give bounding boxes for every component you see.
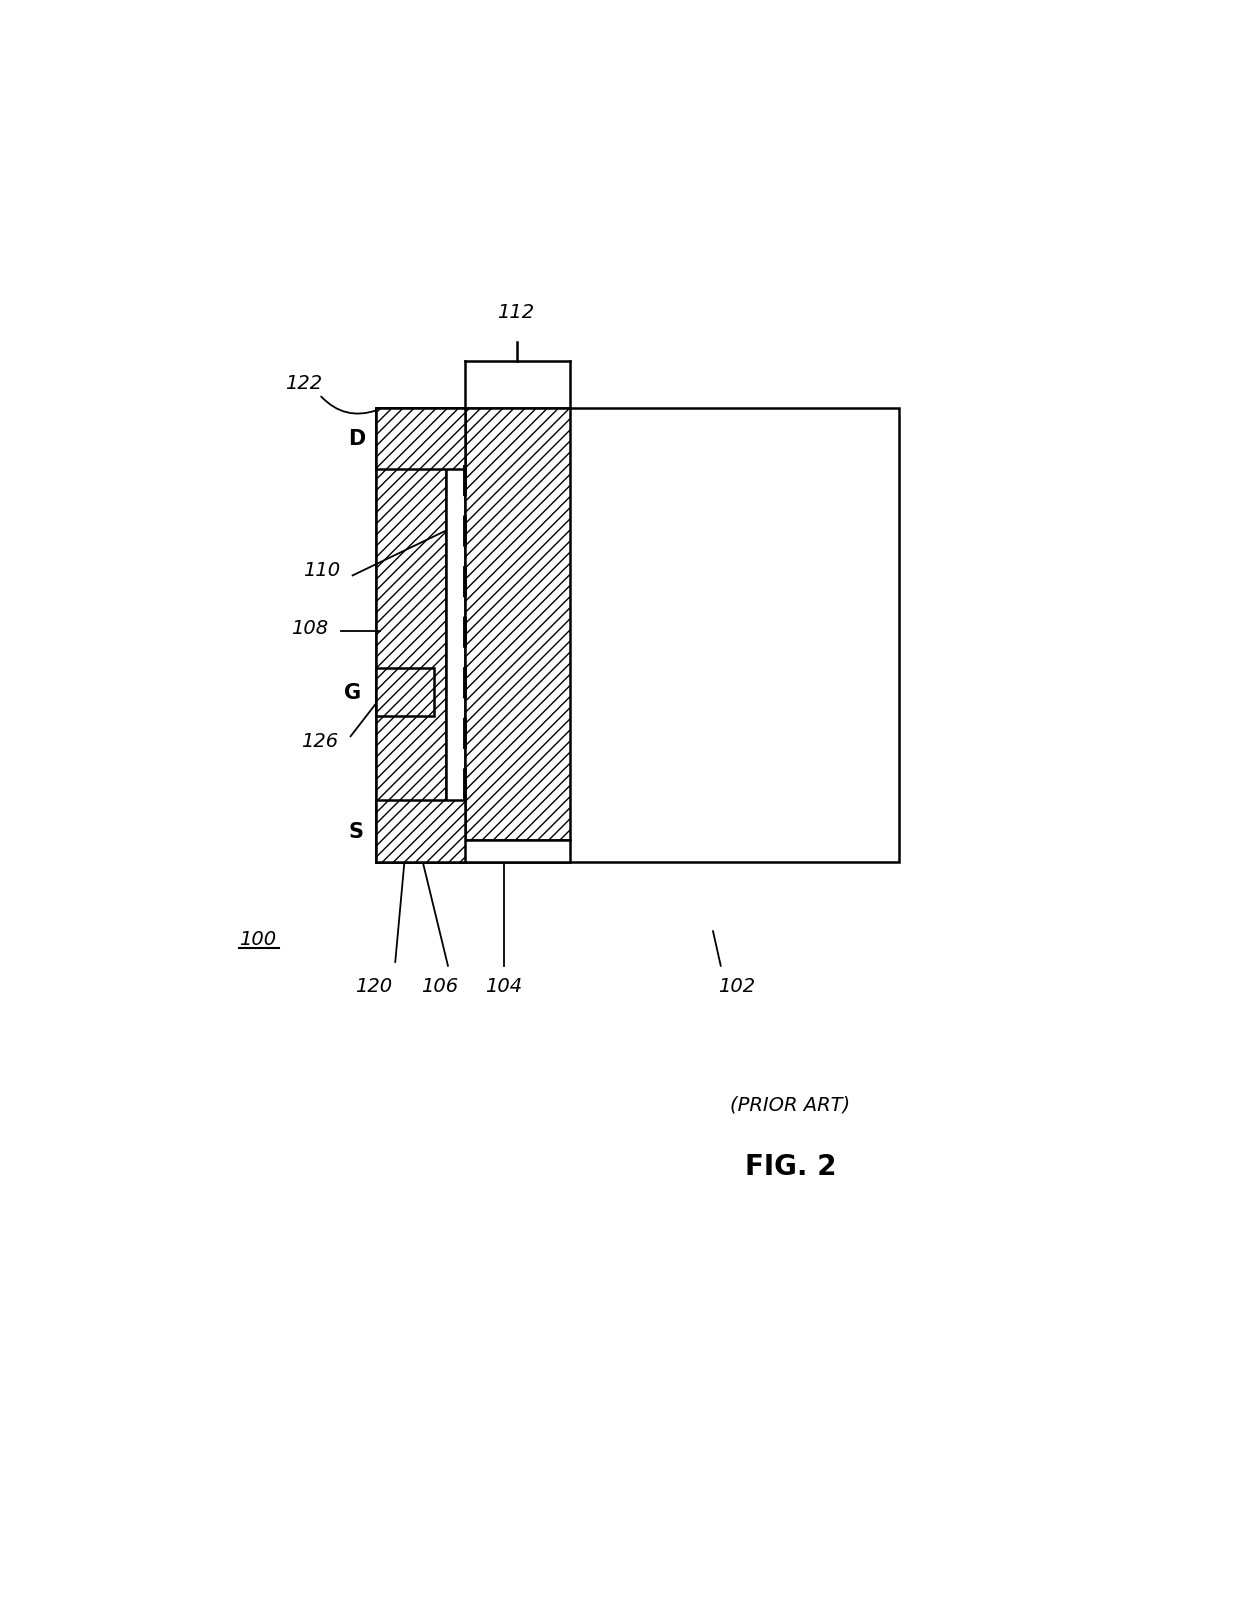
Bar <box>465 408 569 840</box>
Bar <box>376 840 569 863</box>
Bar <box>376 408 445 840</box>
Text: 102: 102 <box>718 975 755 995</box>
Text: FIG. 2: FIG. 2 <box>745 1152 836 1180</box>
Text: 110: 110 <box>303 561 340 580</box>
Text: 106: 106 <box>420 975 458 995</box>
Text: 104: 104 <box>485 975 522 995</box>
Text: 100: 100 <box>238 930 275 948</box>
Text: 120: 120 <box>355 975 392 995</box>
Text: 108: 108 <box>291 619 329 636</box>
Text: 126: 126 <box>301 731 337 750</box>
Bar <box>376 408 899 863</box>
Text: G: G <box>343 683 361 702</box>
Bar <box>376 408 465 469</box>
Text: 122: 122 <box>285 374 322 394</box>
Bar <box>376 669 434 717</box>
Text: D: D <box>348 429 365 448</box>
Text: (PRIOR ART): (PRIOR ART) <box>730 1096 851 1114</box>
Text: S: S <box>348 821 365 842</box>
Text: 112: 112 <box>497 302 534 321</box>
Bar <box>376 800 465 863</box>
Bar <box>445 408 465 840</box>
